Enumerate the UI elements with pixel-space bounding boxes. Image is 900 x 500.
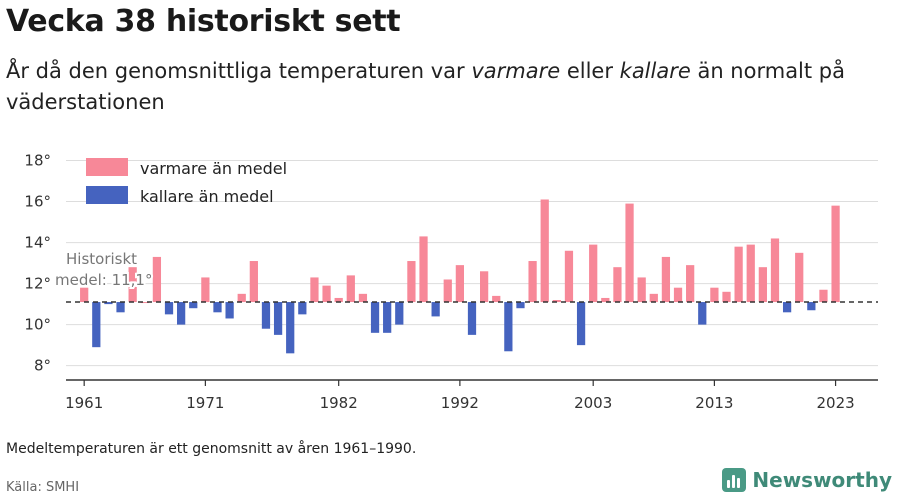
bar-2000 bbox=[552, 300, 561, 303]
bar-1967 bbox=[152, 256, 162, 303]
bar-2018 bbox=[770, 238, 780, 303]
x-tick-label: 1982 bbox=[320, 394, 358, 412]
bar-1971 bbox=[201, 277, 210, 303]
bar-2009 bbox=[661, 256, 671, 303]
bar-2019 bbox=[782, 302, 792, 313]
bar-1980 bbox=[310, 277, 319, 303]
x-axis-ticks: 1961 1971 1982 1992 2003 2013 2023 bbox=[65, 380, 855, 412]
legend-swatch-warm bbox=[86, 158, 128, 176]
bar-1999 bbox=[540, 199, 549, 303]
newsworthy-logo: Newsworthy bbox=[722, 468, 892, 492]
y-tick-label: 14° bbox=[24, 234, 51, 252]
bar-1968 bbox=[164, 302, 174, 315]
subtitle-text-2: eller bbox=[560, 59, 620, 83]
bar-2011 bbox=[686, 265, 695, 303]
bar-1993 bbox=[467, 302, 477, 335]
footnote: Medeltemperaturen är ett genomsnitt av å… bbox=[6, 441, 417, 457]
bar-1979 bbox=[298, 302, 307, 315]
subtitle-text-1: År då den genomsnittliga temperaturen va… bbox=[6, 59, 472, 83]
bar-2021 bbox=[807, 302, 816, 311]
brand-name: Newsworthy bbox=[752, 468, 892, 492]
bar-2016 bbox=[746, 244, 755, 303]
y-tick-label: 12° bbox=[24, 275, 51, 293]
bar-2023 bbox=[831, 205, 840, 303]
source-credit: Källa: SMHI bbox=[6, 480, 80, 495]
chart-subtitle: År då den genomsnittliga temperaturen va… bbox=[6, 56, 866, 118]
legend: varmare än medel kallare än medel bbox=[86, 158, 287, 206]
bar-2005 bbox=[613, 267, 622, 303]
bar-1965 bbox=[128, 267, 137, 303]
subtitle-cold-word: kallare bbox=[619, 59, 691, 83]
bar-2001 bbox=[564, 250, 574, 303]
bar-1963 bbox=[104, 302, 113, 305]
bar-1972 bbox=[213, 302, 222, 313]
bar-1992 bbox=[455, 265, 465, 303]
bar-2008 bbox=[649, 293, 658, 303]
x-tick-label: 1992 bbox=[441, 394, 479, 412]
bar-1973 bbox=[225, 302, 234, 319]
bar-1986 bbox=[383, 302, 392, 333]
x-tick-label: 2013 bbox=[695, 394, 733, 412]
chart-title: Vecka 38 historiskt sett bbox=[6, 4, 401, 39]
bar-1996 bbox=[504, 302, 513, 352]
bar-2007 bbox=[637, 277, 646, 303]
bar-2020 bbox=[795, 252, 804, 303]
y-tick-label: 10° bbox=[24, 316, 51, 334]
legend-swatch-cold bbox=[86, 186, 128, 204]
bar-1984 bbox=[358, 293, 368, 303]
legend-label-warm: varmare än medel bbox=[140, 159, 287, 178]
y-tick-label: 8° bbox=[34, 357, 51, 375]
bar-1966 bbox=[140, 302, 149, 304]
subtitle-warm-word: varmare bbox=[471, 59, 561, 83]
bar-1962 bbox=[92, 302, 101, 348]
bar-2017 bbox=[758, 267, 767, 303]
bar-1985 bbox=[370, 302, 380, 333]
bar-1987 bbox=[395, 302, 404, 325]
bar-1961 bbox=[80, 287, 89, 303]
bar-1978 bbox=[286, 302, 295, 354]
bar-1994 bbox=[479, 271, 489, 303]
bar-1991 bbox=[443, 279, 452, 303]
bar-1964 bbox=[116, 302, 125, 313]
x-tick-label: 1961 bbox=[65, 394, 103, 412]
bar-2012 bbox=[698, 302, 707, 325]
bar-2006 bbox=[625, 203, 634, 303]
bar-2004 bbox=[601, 297, 610, 303]
bar-chart-logo-icon bbox=[722, 468, 747, 492]
y-tick-label: 18° bbox=[24, 152, 51, 170]
bar-1976 bbox=[261, 302, 271, 329]
legend-label-cold: kallare än medel bbox=[140, 187, 274, 206]
mean-label-line-1: Historiskt bbox=[66, 250, 137, 268]
bar-1983 bbox=[346, 275, 355, 303]
bar-series bbox=[80, 199, 840, 354]
y-axis-ticks: 8° 10° 12° 14° 16° 18° bbox=[24, 152, 51, 375]
bar-1995 bbox=[492, 295, 501, 303]
bar-1977 bbox=[273, 302, 283, 335]
bar-2014 bbox=[722, 291, 731, 303]
bar-1988 bbox=[407, 261, 416, 303]
bar-1989 bbox=[419, 236, 428, 303]
bar-1982 bbox=[334, 297, 343, 303]
bar-1969 bbox=[177, 302, 186, 325]
bar-2013 bbox=[710, 287, 719, 303]
bar-1970 bbox=[189, 302, 198, 309]
bar-1975 bbox=[249, 261, 258, 303]
bar-2015 bbox=[734, 246, 743, 303]
bar-1997 bbox=[516, 302, 525, 309]
bar-2002 bbox=[576, 302, 586, 346]
bar-1974 bbox=[237, 293, 246, 303]
temperature-bar-chart: 1961 1971 1982 1992 2003 2013 2023 8° 10° 12° 14°… bbox=[24, 152, 878, 412]
bar-2022 bbox=[819, 289, 828, 303]
subtitle-text-3: än normalt på väderstationen bbox=[6, 59, 845, 114]
x-tick-label: 2023 bbox=[816, 394, 854, 412]
bar-1981 bbox=[322, 285, 331, 303]
mean-label-line-2: medel: 11,1° bbox=[55, 271, 152, 289]
x-tick-label: 2003 bbox=[574, 394, 612, 412]
y-tick-label: 16° bbox=[24, 193, 51, 211]
bar-1990 bbox=[431, 302, 440, 317]
bar-2010 bbox=[673, 287, 683, 303]
bar-2003 bbox=[589, 244, 598, 303]
bar-1998 bbox=[528, 261, 537, 303]
x-tick-label: 1971 bbox=[186, 394, 224, 412]
